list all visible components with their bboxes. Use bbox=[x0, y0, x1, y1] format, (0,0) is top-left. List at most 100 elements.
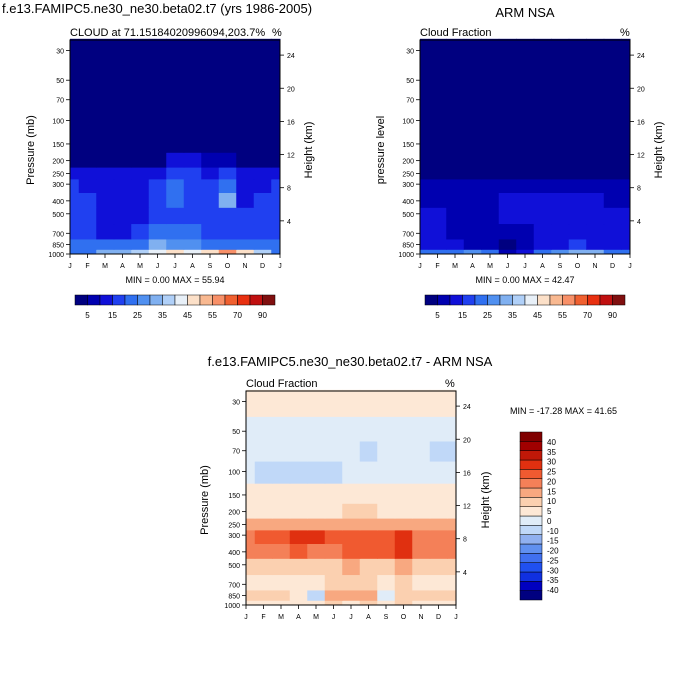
heatmap-cell bbox=[603, 207, 622, 225]
heatmap-cell bbox=[271, 110, 281, 133]
heatmap-cell bbox=[428, 167, 447, 180]
heatmap-cell bbox=[78, 192, 97, 208]
heatmap-cell bbox=[516, 132, 535, 153]
heatmap-cell bbox=[516, 65, 535, 91]
heatmap-cell bbox=[201, 132, 220, 153]
heatmap-cell bbox=[289, 543, 308, 559]
heatmap-cell bbox=[377, 389, 396, 417]
colorbar-label: 15 bbox=[458, 311, 467, 320]
heatmap-cell bbox=[342, 558, 361, 576]
heatmap-cell bbox=[342, 440, 361, 462]
heatmap-cell bbox=[78, 223, 97, 240]
x-tick-label: O bbox=[575, 263, 581, 270]
y-tick-label: 400 bbox=[52, 199, 64, 206]
colorbar-label: 35 bbox=[547, 448, 556, 457]
heatmap-cell bbox=[551, 132, 570, 153]
heatmap-cell bbox=[271, 65, 281, 91]
heatmap-cell bbox=[377, 518, 396, 531]
y-tick-label: 30 bbox=[56, 49, 64, 56]
heatmap-cell bbox=[342, 529, 361, 544]
heatmap-cell bbox=[412, 503, 431, 519]
heatmap-cell bbox=[568, 207, 587, 225]
heatmap-cell bbox=[603, 192, 622, 208]
heatmap-cell bbox=[621, 152, 631, 168]
y-tick-label: 500 bbox=[402, 212, 414, 219]
heatmap-cell bbox=[586, 167, 605, 180]
heatmap-cell bbox=[113, 249, 132, 255]
heatmap-cell bbox=[131, 249, 150, 255]
heatmap-cell bbox=[289, 389, 308, 417]
heatmap-cell bbox=[236, 152, 255, 168]
heatmap-cell bbox=[498, 249, 517, 255]
heatmap-cell bbox=[254, 483, 273, 504]
heatmap-cell bbox=[96, 110, 115, 133]
heatmap-cell bbox=[246, 503, 256, 519]
y-tick-label: 30 bbox=[232, 400, 240, 407]
heatmap-cell bbox=[289, 529, 308, 544]
heatmap-cell bbox=[428, 223, 447, 240]
heatmap-cell bbox=[218, 223, 237, 240]
heatmap-cell bbox=[201, 152, 220, 168]
heatmap-cell bbox=[272, 543, 291, 559]
colorbar-label: 5 bbox=[547, 507, 552, 516]
heatmap-cell bbox=[429, 558, 448, 576]
heatmap-cell bbox=[446, 249, 465, 255]
heatmap-cell bbox=[254, 440, 273, 462]
heatmap-cell bbox=[429, 529, 448, 544]
panel-difference: f.e13.FAMIPC5.ne30_ne30.beta02.t7 - ARM … bbox=[199, 354, 617, 621]
heatmap-cell bbox=[533, 207, 552, 225]
heatmap-cell bbox=[289, 440, 308, 462]
heatmap-cell bbox=[463, 167, 482, 180]
heatmap-cell bbox=[359, 529, 378, 544]
colorbar-swatch bbox=[519, 534, 543, 545]
heatmap-cell bbox=[429, 503, 448, 519]
heatmap-cell bbox=[324, 558, 343, 576]
heatmap-cell bbox=[498, 65, 517, 91]
heatmap-cell bbox=[78, 89, 97, 111]
heatmap-cell bbox=[516, 178, 535, 193]
heatmap-cell bbox=[429, 389, 448, 417]
heatmap-cell bbox=[533, 110, 552, 133]
heatmap-cell bbox=[447, 543, 457, 559]
heatmap-cell bbox=[166, 110, 185, 133]
heatmap-cell bbox=[113, 223, 132, 240]
heatmap-cell bbox=[78, 249, 97, 255]
heatmap-cell bbox=[148, 178, 167, 193]
heatmap-cell bbox=[533, 167, 552, 180]
colorbar-swatch bbox=[519, 525, 543, 535]
heatmap-cell bbox=[621, 110, 631, 133]
heatmap-cell bbox=[96, 132, 115, 153]
heatmap-cell bbox=[254, 503, 273, 519]
heatmap-cell bbox=[148, 192, 167, 208]
heatmap-cell bbox=[218, 238, 237, 250]
colorbar-label: 40 bbox=[547, 438, 556, 447]
colorbar-swatch bbox=[519, 590, 543, 601]
heatmap-cell bbox=[551, 207, 570, 225]
y-tick-label: 200 bbox=[228, 510, 240, 517]
heatmap-cell bbox=[271, 178, 281, 193]
heatmap-cell bbox=[70, 167, 80, 180]
heatmap-cell bbox=[70, 110, 80, 133]
heatmap-cell bbox=[447, 529, 457, 544]
heatmap-cell bbox=[394, 461, 413, 484]
x-tick-label: J bbox=[173, 263, 177, 270]
heatmap-cell bbox=[96, 207, 115, 225]
y-tick-label: 150 bbox=[52, 142, 64, 149]
y-tick-label: 400 bbox=[402, 199, 414, 206]
heatmap-cell bbox=[420, 110, 430, 133]
y-tick-label: 850 bbox=[52, 243, 64, 250]
heatmap-cell bbox=[272, 389, 291, 417]
heatmap-cell bbox=[446, 223, 465, 240]
heatmap-cell bbox=[586, 152, 605, 168]
colorbar-swatch bbox=[149, 294, 163, 306]
heatmap-cell bbox=[113, 152, 132, 168]
y-tick-label: 70 bbox=[406, 98, 414, 105]
panel-title: f.e13.FAMIPC5.ne30_ne30.beta02.t7 (yrs 1… bbox=[2, 1, 312, 16]
heatmap-cell bbox=[113, 38, 132, 66]
heatmap-cell bbox=[78, 207, 97, 225]
colorbar-swatch bbox=[187, 294, 201, 306]
heatmap-cell bbox=[428, 89, 447, 111]
heatmap-cell bbox=[420, 132, 430, 153]
heatmap-cell bbox=[271, 167, 281, 180]
heatmap-cell bbox=[131, 192, 150, 208]
